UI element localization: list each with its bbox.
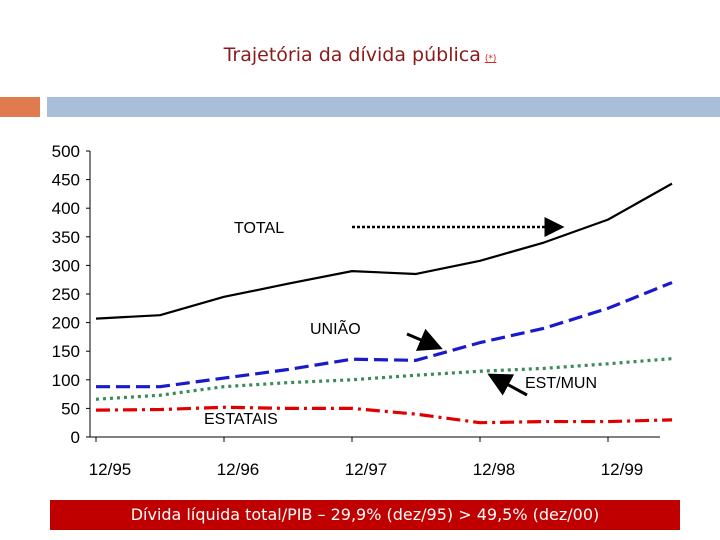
debt-trajectory-chart: 0 50 100 150 200 250 300 350 400 450 500 12/95 12/96… xyxy=(52,142,673,479)
annotation-label: TOTAL xyxy=(234,220,284,237)
chart-axes: 0 50 100 150 200 250 300 350 400 450 500 12/95 12/96… xyxy=(52,142,660,479)
series-line-3 xyxy=(95,405,673,425)
x-tick-label: 12/97 xyxy=(345,460,388,479)
y-tick-label: 150 xyxy=(52,342,80,361)
x-tick-label: 12/98 xyxy=(473,460,516,479)
y-tick-label: 100 xyxy=(52,371,80,390)
x-tick-label: 12/95 xyxy=(89,460,132,479)
series-line-2 xyxy=(95,357,673,401)
footer-banner: Dívida líquida total/PIB – 29,9% (dez/95… xyxy=(50,500,680,530)
title-footnote-marker[interactable]: (*) xyxy=(484,54,497,64)
y-tick-label: 0 xyxy=(71,428,80,447)
y-tick-label: 200 xyxy=(52,314,80,333)
slide-title: Trajetória da dívida pública (*) xyxy=(0,44,720,66)
annotation-label: EST/MUN xyxy=(525,375,597,392)
annotation-label: UNIÃO xyxy=(310,318,361,338)
accent-bar-blue xyxy=(47,97,720,117)
chart-annotations: TOTAL UNIÃO EST/MUN ESTATAIS xyxy=(204,217,597,428)
y-tick-label: 250 xyxy=(52,285,80,304)
y-tick-label: 50 xyxy=(61,399,80,418)
chart-series xyxy=(95,182,673,425)
y-tick-label: 350 xyxy=(52,228,80,247)
y-tick-label: 450 xyxy=(52,171,80,190)
accent-bar-orange xyxy=(0,97,40,117)
y-tick-label: 500 xyxy=(52,142,80,161)
x-tick-label: 12/99 xyxy=(601,460,644,479)
x-tick-label: 12/96 xyxy=(217,460,260,479)
y-tick-label: 400 xyxy=(52,199,80,218)
annotation-label: ESTATAIS xyxy=(204,411,278,428)
y-tick-label: 300 xyxy=(52,256,80,275)
uniao-arrow xyxy=(406,328,443,351)
title-text: Trajetória da dívida pública xyxy=(223,44,481,66)
series-line-0 xyxy=(95,182,673,320)
estmun-arrow xyxy=(487,373,528,397)
series-line-1 xyxy=(96,281,673,389)
